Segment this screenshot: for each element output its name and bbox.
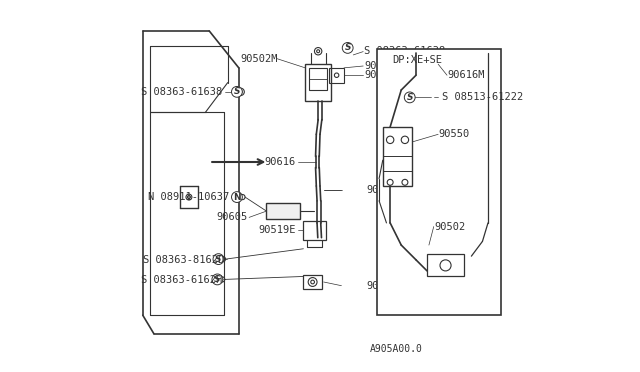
Bar <box>303 275 322 289</box>
Text: 90616M: 90616M <box>447 70 485 80</box>
Text: N: N <box>233 193 241 202</box>
Text: 90550: 90550 <box>438 129 469 139</box>
Text: S: S <box>215 254 221 264</box>
Text: S: S <box>406 93 413 102</box>
Text: DP:XE+SE: DP:XE+SE <box>392 55 442 65</box>
Text: 90602: 90602 <box>364 70 396 80</box>
Text: S 08363-6162H: S 08363-6162H <box>141 275 222 285</box>
Bar <box>303 221 326 240</box>
Text: 90605: 90605 <box>217 212 248 222</box>
Text: 90570: 90570 <box>366 281 397 291</box>
Text: 90502: 90502 <box>366 185 397 195</box>
Text: 90616: 90616 <box>265 157 296 167</box>
Text: S 08363-61638: S 08363-61638 <box>141 87 222 97</box>
Text: N 08911-10637: N 08911-10637 <box>148 192 230 202</box>
Bar <box>383 127 412 186</box>
Text: S 08363-8162D: S 08363-8162D <box>143 255 224 265</box>
Text: S: S <box>214 275 221 284</box>
Bar <box>266 203 300 219</box>
Text: S 08513-61222: S 08513-61222 <box>442 92 523 102</box>
Bar <box>427 254 464 276</box>
Bar <box>305 64 331 101</box>
Text: S: S <box>344 44 351 52</box>
Text: S: S <box>234 87 240 96</box>
Bar <box>377 49 501 315</box>
Text: 90502: 90502 <box>435 222 466 232</box>
Bar <box>329 68 344 83</box>
Text: 90602E: 90602E <box>364 61 402 71</box>
Text: 90519E: 90519E <box>259 225 296 235</box>
Text: 90502M: 90502M <box>240 54 278 64</box>
Bar <box>309 68 328 90</box>
Text: A905A00.0: A905A00.0 <box>370 344 423 354</box>
Text: S 08363-61638: S 08363-61638 <box>364 46 445 56</box>
